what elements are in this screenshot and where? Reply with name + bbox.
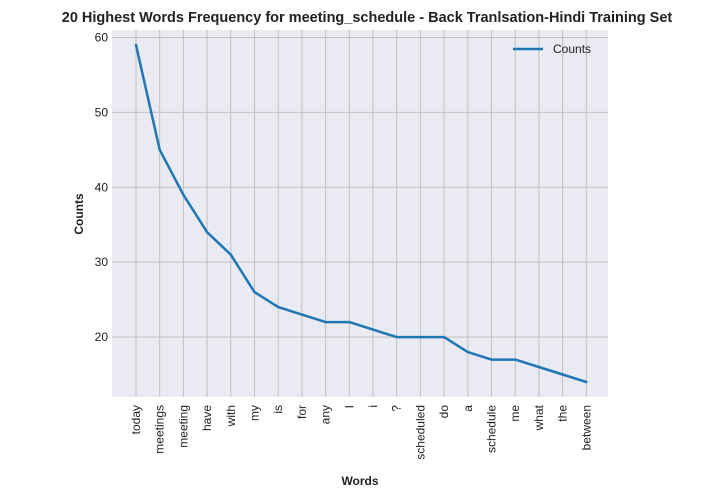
data-point (158, 148, 161, 152)
data-point (395, 335, 398, 339)
x-tick-label: any (319, 405, 333, 424)
x-tick-label: i (366, 405, 380, 408)
series-line (134, 43, 588, 384)
data-point (300, 313, 304, 316)
data-point (348, 320, 351, 324)
y-tick-label: 60 (95, 30, 109, 44)
legend-label: Counts (553, 42, 591, 56)
y-tick-label: 30 (95, 255, 109, 269)
x-tick-label: between (579, 405, 593, 450)
data-point (182, 193, 185, 196)
x-tick-label: for (295, 405, 309, 419)
x-tick-label: meeting (176, 405, 190, 448)
x-tick-label: a (461, 405, 475, 412)
data-point (205, 231, 209, 234)
chart-title: 20 Highest Words Frequency for meeting_s… (62, 10, 673, 26)
x-tick-label: schedule (485, 405, 499, 453)
x-tick-label: the (556, 405, 570, 422)
data-point (277, 305, 280, 309)
data-point (134, 43, 138, 47)
x-axis-label: Words (341, 474, 378, 488)
series-layer (134, 43, 588, 384)
x-tick-label: me (508, 405, 522, 422)
y-axis-ticks: 20 30 40 50 60 (95, 30, 109, 344)
x-tick-label: today (129, 405, 143, 434)
data-point (561, 373, 564, 376)
data-point (419, 335, 422, 339)
grid-lines (112, 30, 608, 397)
x-tick-label: is (271, 405, 285, 414)
data-point (514, 358, 517, 361)
x-tick-label: do (437, 405, 451, 419)
x-tick-label: have (200, 405, 214, 431)
data-point (229, 253, 232, 256)
x-tick-label: scheduled (413, 405, 427, 460)
data-point (585, 380, 588, 384)
data-point (466, 350, 469, 354)
x-tick-label: I (342, 405, 356, 408)
legend: Counts (513, 42, 591, 56)
data-point (490, 358, 493, 361)
y-tick-label: 50 (95, 105, 109, 119)
plot-area (112, 30, 608, 397)
y-tick-label: 20 (95, 330, 109, 344)
x-tick-label: with (224, 405, 238, 427)
data-point (253, 290, 256, 294)
x-tick-label: meetings (153, 405, 167, 454)
data-point (537, 365, 541, 369)
y-axis-label: Counts (72, 193, 86, 235)
data-point (324, 320, 327, 324)
x-tick-label: what (532, 404, 546, 431)
data-point (371, 328, 375, 331)
data-point (442, 335, 446, 339)
x-tick-label: ? (390, 405, 404, 412)
y-tick-label: 40 (95, 180, 109, 194)
x-tick-label: my (248, 405, 262, 421)
